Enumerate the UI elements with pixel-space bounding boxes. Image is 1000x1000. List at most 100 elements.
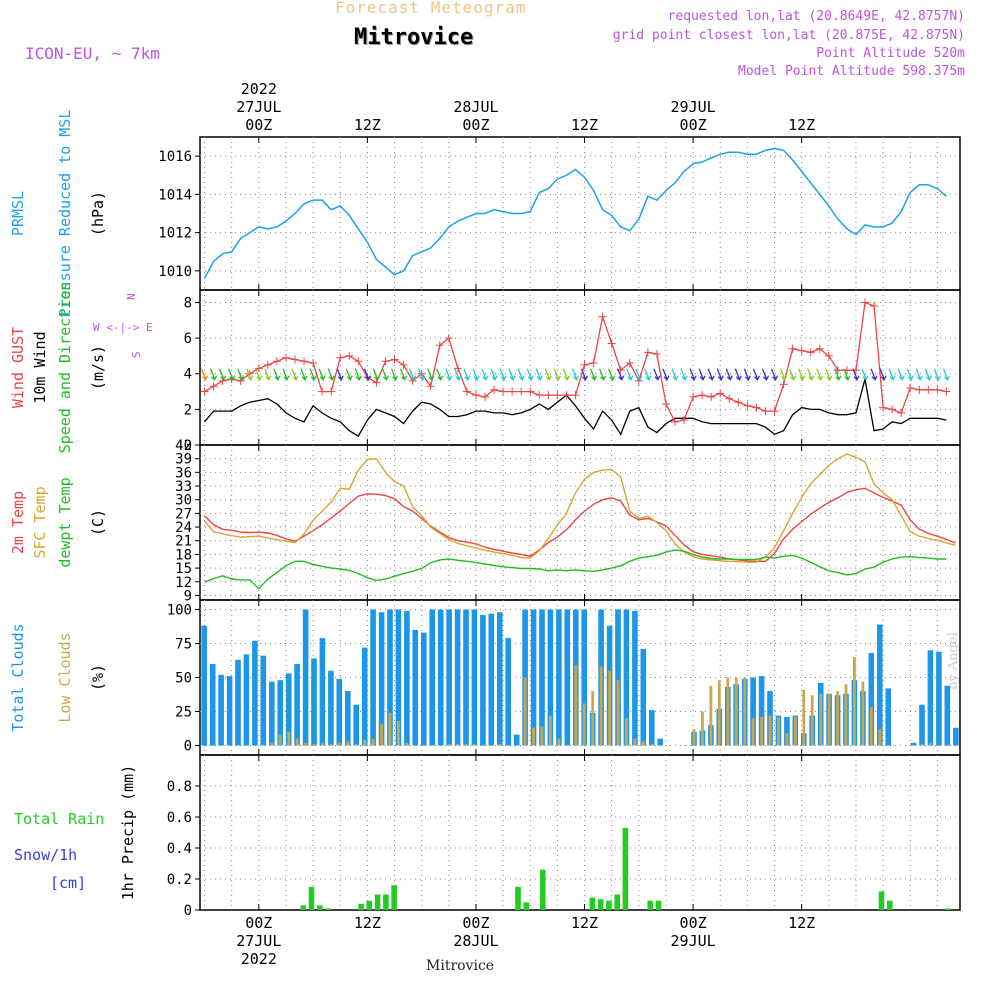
- total-cloud-bar: [488, 613, 495, 746]
- wind-arrow-shaft: [246, 368, 252, 379]
- wind-arrow-head: [907, 375, 914, 381]
- wind-arrow-shaft: [237, 368, 243, 379]
- wind-arrow: [517, 368, 525, 381]
- wind-arrow-shaft: [689, 368, 695, 379]
- gust-marker: [942, 387, 951, 396]
- total-cloud-bar: [252, 640, 258, 746]
- wind-arrow: [617, 368, 625, 381]
- gust-marker: [281, 353, 290, 362]
- wind-arrow-head: [419, 375, 426, 381]
- wind-arrow-shaft: [897, 368, 903, 379]
- gust-marker: [643, 348, 652, 357]
- wind-arrow: [318, 368, 326, 381]
- total-cloud-bar: [361, 647, 368, 746]
- gust-marker: [453, 364, 462, 373]
- wind-arrow-head: [392, 375, 399, 381]
- wind-arrow-head: [672, 375, 679, 381]
- wind-arrow: [752, 368, 761, 381]
- gust-marker: [598, 312, 607, 321]
- wind-arrow: [897, 368, 905, 381]
- wind-arrow-shaft: [770, 368, 777, 379]
- wind-arrow-shaft: [707, 368, 713, 379]
- total-cloud-bar: [463, 609, 469, 746]
- gust-marker: [309, 359, 318, 368]
- gust-marker: [652, 350, 661, 359]
- bottom-tick-label: 00Z: [245, 914, 272, 932]
- total-cloud-bar: [784, 716, 790, 746]
- rain-bar: [374, 894, 381, 910]
- wind-arrow-head: [256, 375, 263, 381]
- wind-arrow-shaft: [906, 368, 912, 379]
- wind-arrow-head: [554, 375, 561, 381]
- gust-marker: [562, 391, 571, 400]
- low-cloud-bar: [819, 693, 823, 746]
- panel-frame: [199, 444, 961, 601]
- y-tick-label: 24: [175, 520, 192, 536]
- y-axis-label: (%): [89, 664, 107, 691]
- wind-arrow-head: [898, 375, 905, 381]
- wind-arrow: [399, 368, 408, 381]
- model-label: ICON-EU, ~ 7km: [25, 44, 160, 63]
- wind-arrow-shaft: [779, 368, 786, 379]
- bottom-tick-label: 12Z: [354, 914, 381, 932]
- gust-marker: [372, 378, 381, 387]
- gust-marker: [200, 387, 209, 396]
- rain-legend-label: Total Rain: [14, 810, 104, 828]
- bottom-tick-label: 29JUL: [671, 932, 716, 950]
- rain-bar: [317, 905, 323, 910]
- wind-arrow-head: [373, 375, 381, 381]
- gust-marker: [381, 357, 390, 366]
- wind-arrow-shaft: [816, 368, 822, 379]
- low-cloud-bar: [641, 741, 645, 746]
- total-cloud-bar: [657, 738, 663, 746]
- low-cloud-bar: [726, 677, 730, 746]
- low-cloud-bar: [743, 677, 747, 746]
- wind-arrow: [662, 368, 670, 381]
- gust-marker: [399, 360, 408, 369]
- wind-arrow: [445, 368, 453, 381]
- low-cloud-bar: [574, 665, 578, 746]
- gust-marker: [462, 387, 471, 396]
- total-cloud-bar: [294, 663, 300, 746]
- y-tick-label: 1012: [158, 226, 192, 242]
- total-cloud-bar: [919, 704, 925, 746]
- wind-arrow: [789, 368, 797, 381]
- wind-arrow: [906, 368, 914, 381]
- wind-arrow: [770, 368, 779, 381]
- wind-arrow: [734, 368, 742, 381]
- wind-arrow-head: [636, 375, 643, 381]
- wind-arrow: [390, 368, 399, 381]
- requested-coords: requested lon,lat (20.8649E, 42.8757N): [667, 9, 965, 24]
- wind-arrow-shaft: [553, 368, 559, 379]
- wind-arrow-head: [853, 375, 860, 381]
- location-title: Mitrovice: [354, 25, 474, 50]
- low-cloud-bar: [371, 738, 375, 746]
- top-tick-label: 27JUL: [236, 98, 281, 116]
- wind-arrow-head: [690, 375, 697, 381]
- low-cloud-bar: [456, 744, 459, 746]
- low-cloud-bar: [447, 744, 451, 746]
- total-cloud-bar: [412, 629, 419, 746]
- total-cloud-bar: [235, 659, 241, 746]
- y-tick-label: 9: [184, 588, 192, 604]
- gust-marker: [734, 398, 743, 407]
- wind-arrow-shaft: [481, 368, 487, 379]
- gust-marker: [779, 380, 788, 389]
- rain-bar: [597, 899, 604, 910]
- wind-arrow-shaft: [752, 368, 759, 379]
- low-cloud-bar: [278, 734, 282, 746]
- wind-arrow: [372, 368, 381, 381]
- y-tick-label: 0: [184, 438, 192, 454]
- wind-arrow-head: [916, 375, 923, 381]
- wind-arrow-shaft: [653, 368, 659, 379]
- wind-arrow-shaft: [562, 368, 569, 379]
- gust-marker: [906, 383, 915, 392]
- y-tick-label: 0.4: [167, 841, 192, 857]
- total-cloud-bar: [623, 609, 630, 746]
- low-cloud-bar: [734, 677, 738, 746]
- y-tick-label: 18: [175, 547, 192, 563]
- total-cloud-bar: [505, 638, 511, 746]
- wind-arrow-shaft: [589, 368, 596, 379]
- y-tick-label: 2: [184, 402, 192, 418]
